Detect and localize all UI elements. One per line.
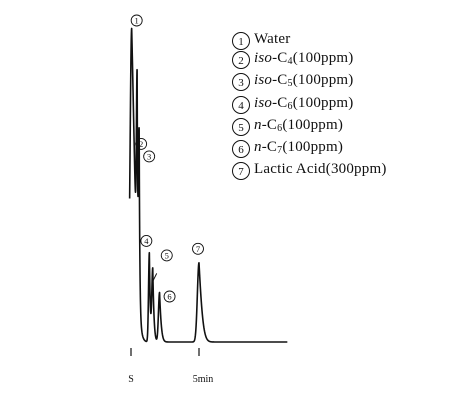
legend-label-part: (100ppm) xyxy=(282,139,344,156)
legend-label-part: -C xyxy=(272,94,288,111)
legend-label: n-C7(100ppm) xyxy=(254,138,343,160)
legend-label-part: n xyxy=(254,116,262,133)
peak-label-circle-1 xyxy=(130,14,143,27)
peak-label-5: 5 xyxy=(165,251,169,261)
peak-label-circle-2 xyxy=(135,137,148,150)
leader-line xyxy=(152,273,158,282)
legend-number-badge: 6 xyxy=(232,140,250,159)
legend-label: iso-C6(100ppm) xyxy=(254,94,353,116)
peak-label-7: 7 xyxy=(196,244,200,254)
legend-label-part: -C xyxy=(261,139,278,156)
legend-label: iso-C4(100ppm) xyxy=(254,49,353,71)
legend-label: iso-C5(100ppm) xyxy=(254,71,353,93)
peak-label-circle-6 xyxy=(163,290,176,303)
peak-label-circle-3 xyxy=(143,150,156,163)
legend-item: 4 iso-C6(100ppm) xyxy=(232,94,387,116)
legend-label-part: (300ppm) xyxy=(325,161,387,178)
legend-item: 3 iso-C5(100ppm) xyxy=(232,71,387,93)
legend-label-part: 7 xyxy=(277,145,283,157)
legend-label-part: Lactic Acid xyxy=(254,161,326,178)
peak-label-6: 6 xyxy=(167,292,171,302)
legend-label-part: (100ppm) xyxy=(292,72,354,89)
legend-label: Water xyxy=(254,30,290,49)
legend-number-badge: 4 xyxy=(232,95,250,114)
legend-number-badge: 2 xyxy=(232,51,250,70)
legend-item: 5 n-C6(100ppm) xyxy=(232,116,387,138)
chromatogram-trace xyxy=(128,27,289,343)
legend-item: 6 n-C7(100ppm) xyxy=(232,138,387,160)
legend-label-part: (100ppm) xyxy=(292,94,354,111)
legend-label-part: iso xyxy=(254,50,273,67)
peak-label-4: 4 xyxy=(144,236,149,246)
peak-label-1: 1 xyxy=(135,16,139,26)
legend-label: Lactic Acid(300ppm) xyxy=(254,160,387,179)
legend-label-part: -C xyxy=(261,116,278,133)
legend-label-part: (100ppm) xyxy=(292,50,354,67)
legend-label-part: -C xyxy=(272,50,288,67)
legend-label: n-C6(100ppm) xyxy=(254,116,343,138)
legend-label-part: iso xyxy=(254,72,273,89)
legend-item: 1 Water xyxy=(232,30,387,50)
peak-label-3: 3 xyxy=(147,152,151,162)
legend-number-badge: 5 xyxy=(232,117,250,136)
legend-label-part: 5 xyxy=(287,78,293,90)
legend-label-part: iso xyxy=(254,94,273,111)
legend: 1 Water 2 iso-C4(100ppm) 3 iso-C5(100ppm) 4 iso… xyxy=(232,30,387,181)
peak-label-circle-5 xyxy=(160,249,173,262)
x-tick-label-1: 5min xyxy=(193,374,214,385)
peak-label-circle-7 xyxy=(192,242,204,255)
legend-label-part: n xyxy=(254,139,262,156)
legend-label-part: 6 xyxy=(287,100,293,112)
legend-number-badge: 3 xyxy=(232,73,250,92)
legend-label-part: -C xyxy=(272,72,288,89)
legend-number-badge: 1 xyxy=(232,32,250,50)
legend-item: 7 Lactic Acid(300ppm) xyxy=(232,160,387,181)
legend-label-part: 4 xyxy=(287,56,293,68)
peak-label-2: 2 xyxy=(139,139,143,149)
peak-label-circle-4 xyxy=(140,234,153,247)
legend-item: 2 iso-C4(100ppm) xyxy=(232,49,387,71)
legend-label-part: 6 xyxy=(277,122,283,134)
legend-number-badge: 7 xyxy=(232,162,250,181)
legend-label-part: Water xyxy=(254,31,291,47)
x-tick-label-0: S xyxy=(128,374,134,385)
legend-label-part: (100ppm) xyxy=(282,116,344,133)
